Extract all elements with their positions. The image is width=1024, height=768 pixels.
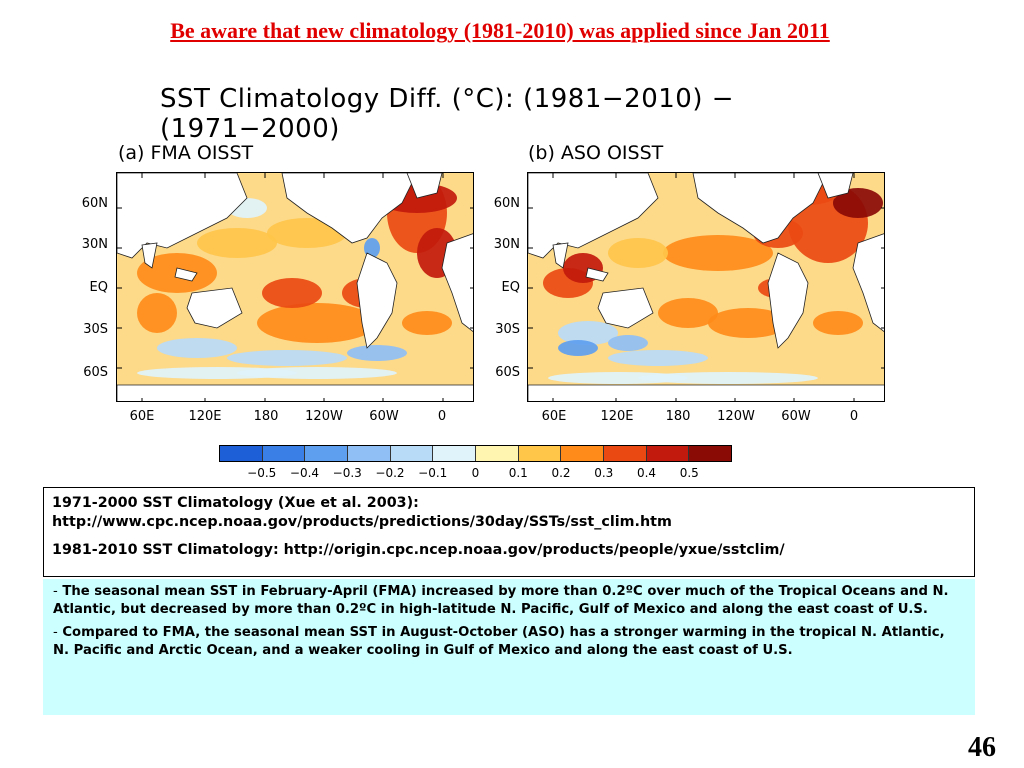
colorbar-tick-label: 0.5 bbox=[679, 466, 699, 480]
lon-tick-label: 120E bbox=[600, 409, 634, 424]
lat-tick-label: EQ bbox=[501, 280, 520, 295]
colorbar-tick-label: −0.5 bbox=[247, 466, 277, 480]
lon-tick-label: 180 bbox=[665, 409, 691, 424]
panel-a-map bbox=[116, 172, 474, 402]
lat-tick-label: EQ bbox=[89, 280, 108, 295]
colorbar-tick-label: −0.1 bbox=[418, 466, 448, 480]
panel-b-map bbox=[527, 172, 885, 402]
references-box: 1971-2000 SST Climatology (Xue et al. 20… bbox=[43, 487, 975, 577]
colorbar-tick-label: 0.2 bbox=[551, 466, 571, 480]
lon-tick-label: 180 bbox=[253, 409, 279, 424]
colorbar-tick-label: −0.3 bbox=[332, 466, 362, 480]
lat-tick-label: 60S bbox=[495, 365, 520, 380]
colorbar-segment bbox=[518, 446, 562, 461]
lon-tick-label: 120W bbox=[717, 409, 755, 424]
colorbar-segment bbox=[433, 446, 477, 461]
lon-tick-label: 60W bbox=[369, 409, 399, 424]
colorbar-tick-label: 0.1 bbox=[508, 466, 528, 480]
colorbar-segment bbox=[305, 446, 349, 461]
sst-anomaly-map bbox=[528, 173, 884, 401]
colorbar-tick-label: −0.2 bbox=[375, 466, 405, 480]
lon-tick-label: 120E bbox=[188, 409, 222, 424]
colorbar-segment bbox=[390, 446, 434, 461]
colorbar-segment bbox=[561, 446, 605, 461]
colorbar bbox=[219, 445, 732, 462]
note-bullet-2: - Compared to FMA, the seasonal mean SST… bbox=[53, 624, 965, 659]
bullet-dash: - bbox=[53, 625, 58, 640]
bullet-dash: - bbox=[53, 584, 58, 599]
panel-a-title: (a) FMA OISST bbox=[118, 142, 254, 164]
colorbar-segment bbox=[646, 446, 690, 461]
slide-title: Be aware that new climatology (1981-2010… bbox=[170, 18, 830, 43]
reference-line-3: 1981-2010 SST Climatology: http://origin… bbox=[52, 542, 785, 558]
lat-tick-label: 60N bbox=[493, 196, 520, 211]
lat-tick-label: 60S bbox=[83, 365, 108, 380]
figure-title: SST Climatology Diff. (°C): (1981−2010) … bbox=[160, 84, 735, 144]
colorbar-tick-label: 0.4 bbox=[636, 466, 657, 480]
sst-anomaly-map bbox=[117, 173, 473, 401]
lon-tick-label: 120W bbox=[305, 409, 343, 424]
colorbar-segment bbox=[689, 446, 732, 461]
note-text-1: The seasonal mean SST in February-April … bbox=[53, 584, 949, 617]
lon-tick-label: 0 bbox=[849, 409, 859, 424]
reference-line-1: 1971-2000 SST Climatology (Xue et al. 20… bbox=[52, 495, 419, 511]
panel-b-title: (b) ASO OISST bbox=[528, 142, 664, 164]
lon-tick-label: 60E bbox=[541, 409, 567, 424]
lon-tick-label: 0 bbox=[437, 409, 447, 424]
page-number: 46 bbox=[968, 732, 996, 763]
colorbar-segment bbox=[220, 446, 263, 461]
colorbar-tick-label: 0 bbox=[471, 466, 480, 480]
colorbar-segment bbox=[604, 446, 647, 461]
lon-tick-label: 60W bbox=[781, 409, 811, 424]
lat-tick-label: 30S bbox=[495, 322, 520, 337]
lat-tick-label: 30N bbox=[81, 237, 108, 252]
notes-box: - The seasonal mean SST in February-Apri… bbox=[43, 579, 975, 715]
lat-tick-label: 30N bbox=[493, 237, 520, 252]
note-text-2: Compared to FMA, the seasonal mean SST i… bbox=[53, 625, 945, 658]
lat-tick-label: 60N bbox=[81, 196, 108, 211]
reference-line-2: http://www.cpc.ncep.noaa.gov/products/pr… bbox=[52, 514, 672, 530]
lat-tick-label: 30S bbox=[83, 322, 108, 337]
colorbar-segment bbox=[348, 446, 391, 461]
colorbar-segment bbox=[262, 446, 306, 461]
lon-tick-label: 60E bbox=[129, 409, 155, 424]
colorbar-segment bbox=[476, 446, 519, 461]
colorbar-tick-label: 0.3 bbox=[594, 466, 614, 480]
note-bullet-1: - The seasonal mean SST in February-Apri… bbox=[53, 583, 965, 618]
colorbar-tick-label: −0.4 bbox=[289, 466, 320, 480]
